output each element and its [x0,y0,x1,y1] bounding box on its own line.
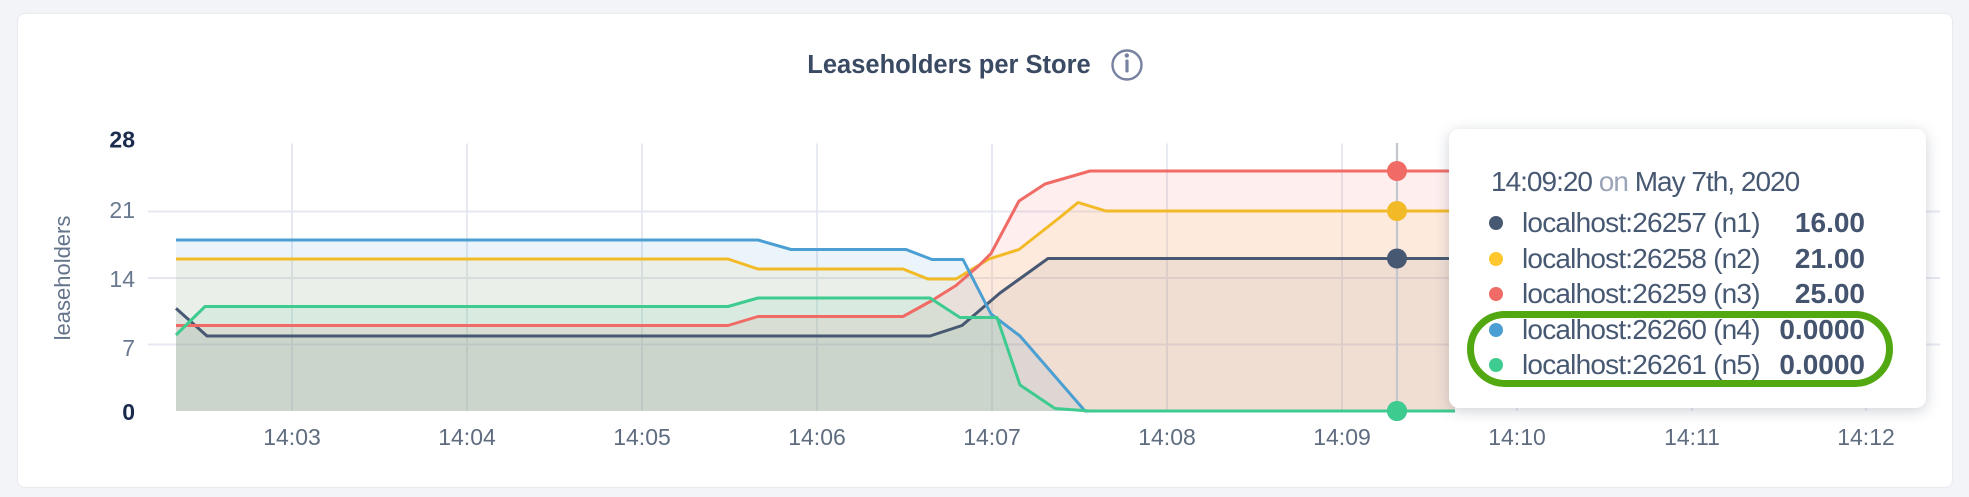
svg-text:28: 28 [109,127,135,153]
svg-text:21: 21 [109,197,135,223]
svg-text:14:12: 14:12 [1837,424,1895,450]
svg-text:14:08: 14:08 [1138,424,1196,450]
svg-text:14:11: 14:11 [1664,424,1720,450]
svg-text:14:10: 14:10 [1488,424,1546,450]
svg-text:14:07: 14:07 [963,424,1021,450]
svg-text:14:03: 14:03 [263,424,321,450]
svg-text:14:09: 14:09 [1313,424,1371,450]
svg-text:14:06: 14:06 [788,424,846,450]
svg-text:7: 7 [122,335,135,361]
svg-text:14:05: 14:05 [613,424,671,450]
svg-text:0: 0 [122,399,135,425]
svg-text:14:04: 14:04 [438,424,496,450]
svg-text:14: 14 [109,266,135,292]
svg-text:leaseholders: leaseholders [50,216,75,341]
